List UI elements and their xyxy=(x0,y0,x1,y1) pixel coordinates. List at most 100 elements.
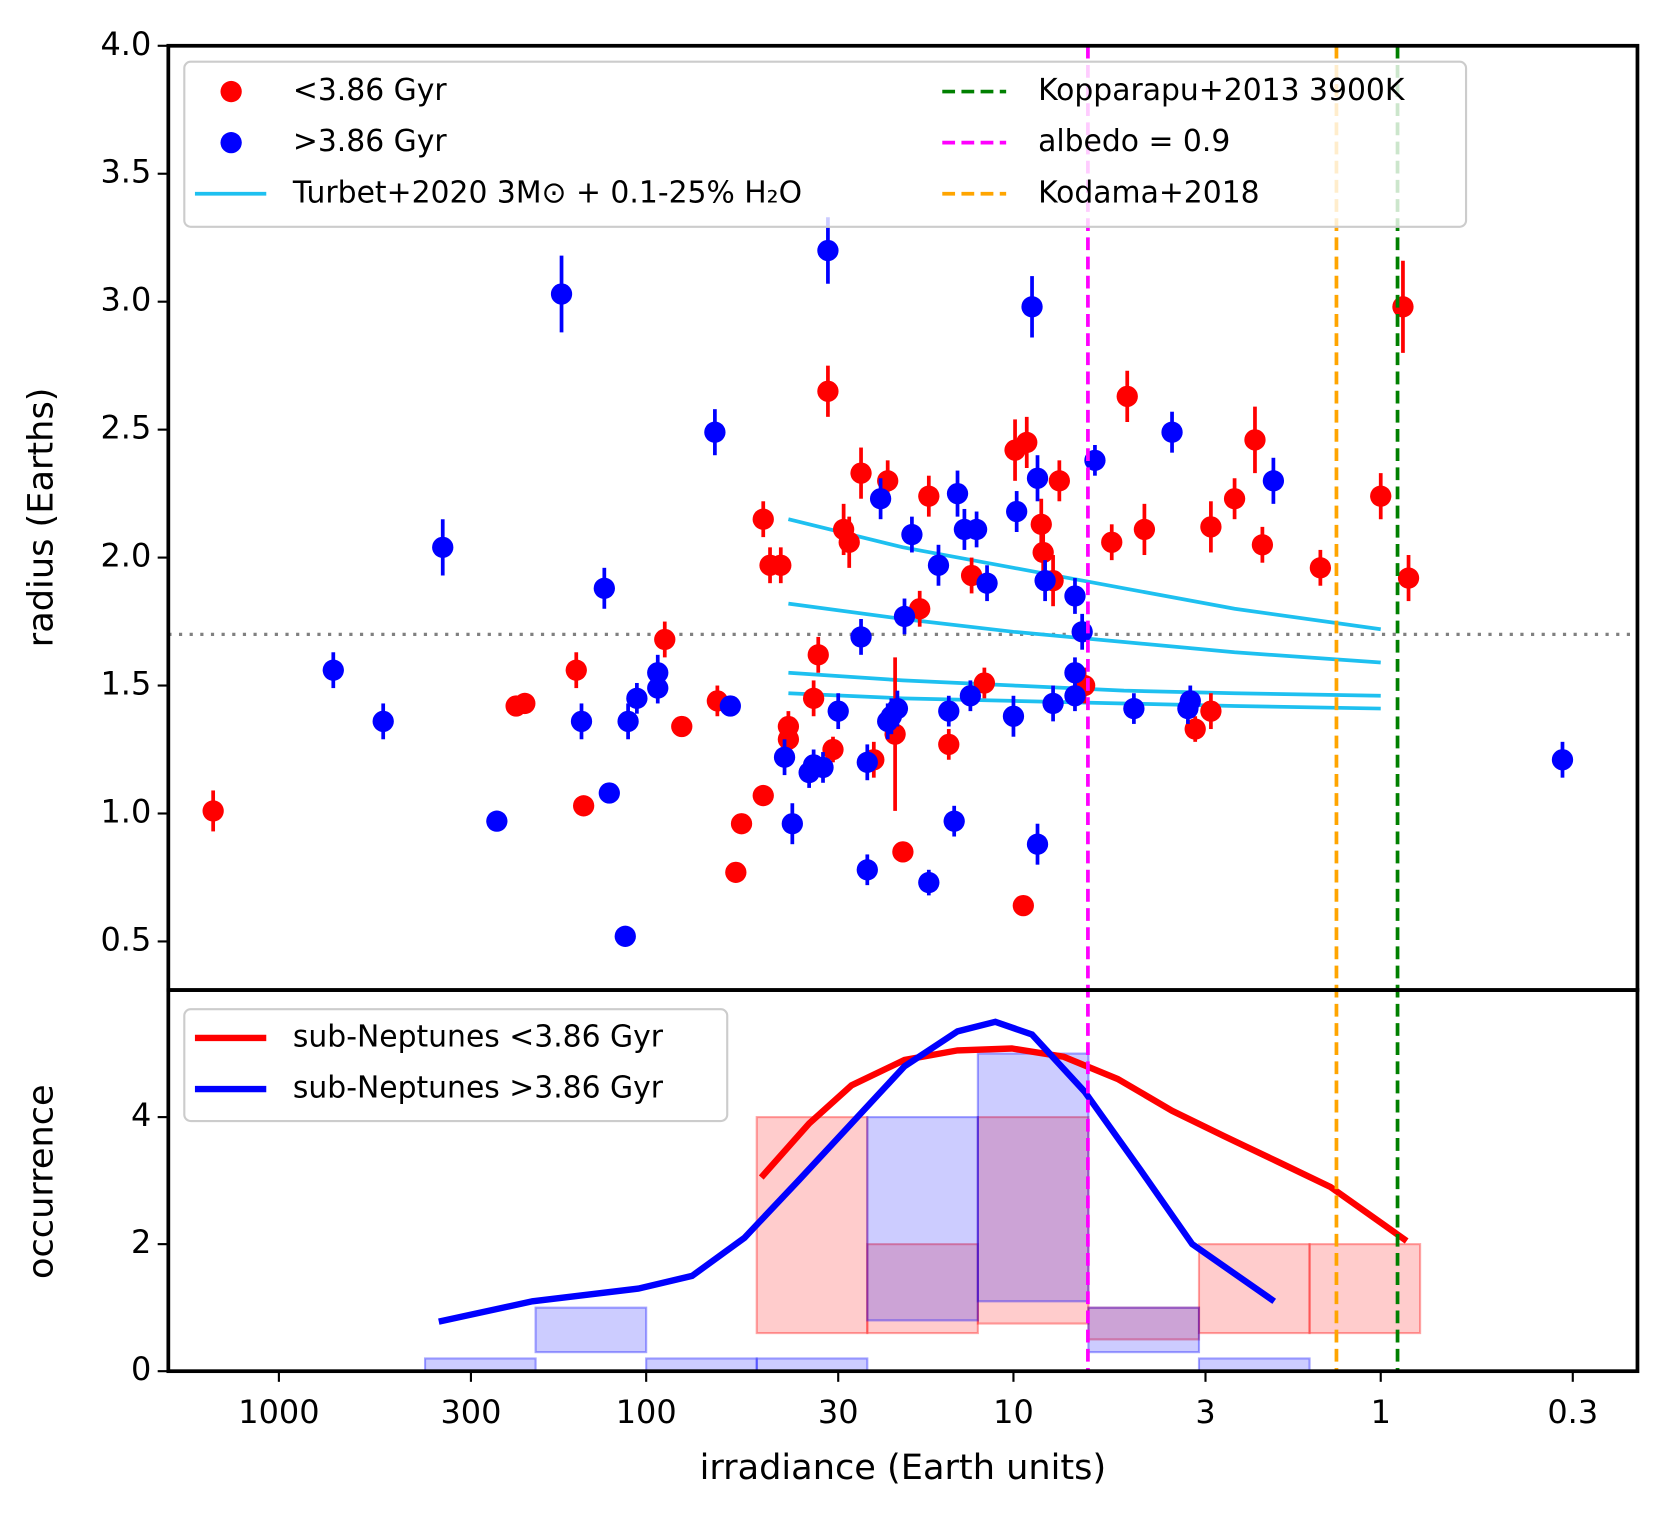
legend-box xyxy=(183,60,1468,228)
data-point xyxy=(570,710,593,733)
y-tick-label: 1.5 xyxy=(101,665,152,703)
data-point xyxy=(946,482,969,505)
data-point xyxy=(322,659,344,681)
y-tick-label: 2 xyxy=(131,1223,151,1261)
data-point xyxy=(927,554,950,576)
density-curve xyxy=(758,1045,1409,1244)
data-point xyxy=(1026,833,1049,855)
data-point xyxy=(1032,541,1054,564)
data-point xyxy=(1016,431,1038,454)
data-point xyxy=(1101,531,1123,553)
data-point xyxy=(752,508,774,530)
data-point xyxy=(1026,467,1049,489)
legend-label: >3.86 Gyr xyxy=(293,124,448,159)
data-point xyxy=(202,800,224,822)
data-point xyxy=(1133,518,1156,541)
data-point xyxy=(1048,470,1070,492)
legend-marker xyxy=(220,132,242,154)
data-point xyxy=(1223,488,1246,510)
histogram-band xyxy=(423,1357,537,1373)
data-point xyxy=(1179,690,1201,712)
data-point xyxy=(1116,385,1138,408)
data-point xyxy=(1184,718,1206,740)
data-point xyxy=(1064,685,1086,707)
data-point xyxy=(1161,421,1183,443)
y-axis-label: occurrence xyxy=(21,1084,62,1279)
data-point xyxy=(1200,700,1222,722)
model-curve xyxy=(787,517,1381,632)
y-tick-label: 1.0 xyxy=(101,792,152,830)
data-point xyxy=(372,710,394,733)
data-point xyxy=(781,813,803,835)
histogram-band xyxy=(976,1052,1090,1303)
data-point xyxy=(614,925,636,947)
data-point xyxy=(850,462,872,484)
data-point xyxy=(1397,567,1420,589)
data-point xyxy=(514,692,536,715)
data-point xyxy=(802,687,825,709)
y-tick-label: 3.0 xyxy=(101,281,152,319)
model-curve xyxy=(788,601,1381,665)
legend-label: <3.86 Gyr xyxy=(293,73,448,108)
data-point xyxy=(918,871,940,894)
legend-label: sub-Neptunes <3.86 Gyr xyxy=(293,1019,664,1054)
data-point xyxy=(1042,692,1064,715)
y-axis-label: radius (Earths) xyxy=(21,388,62,648)
data-point xyxy=(807,644,829,666)
legend-box xyxy=(183,1008,729,1123)
data-point xyxy=(817,239,839,262)
data-point xyxy=(770,554,792,576)
data-point xyxy=(886,697,909,720)
y-tick-label: 3.5 xyxy=(101,153,152,191)
x-tick-label: 100 xyxy=(616,1393,677,1431)
data-point xyxy=(1002,705,1025,727)
data-point xyxy=(827,700,849,722)
y-tick-label: 0.5 xyxy=(101,920,152,958)
data-point xyxy=(850,626,872,648)
legend-label: Kodama+2018 xyxy=(1038,175,1260,210)
histogram-band xyxy=(1087,1306,1201,1341)
density-curve xyxy=(438,1018,1277,1325)
data-point xyxy=(1244,429,1266,451)
data-point xyxy=(1021,296,1043,318)
x-axis-label: irradiance (Earth units) xyxy=(700,1447,1107,1488)
histogram-band xyxy=(866,1116,979,1322)
data-point xyxy=(1064,585,1086,607)
y-tick-label: 0 xyxy=(131,1350,151,1388)
data-point xyxy=(777,728,800,750)
data-point xyxy=(654,628,676,651)
data-point xyxy=(1006,500,1028,523)
data-point xyxy=(822,738,844,761)
data-point xyxy=(626,687,648,709)
data-point xyxy=(973,672,996,694)
y-tick-label: 4 xyxy=(131,1096,151,1134)
data-point xyxy=(486,810,508,832)
data-point xyxy=(892,841,914,863)
data-point xyxy=(959,685,982,707)
data-point xyxy=(856,859,878,881)
data-point xyxy=(550,283,573,305)
data-point xyxy=(812,756,834,779)
data-point xyxy=(1262,470,1285,492)
data-point xyxy=(1034,569,1056,592)
data-point xyxy=(856,751,878,773)
data-point xyxy=(1200,516,1222,538)
data-point xyxy=(938,700,960,722)
y-tick-label: 2.5 xyxy=(101,409,152,447)
histogram-band xyxy=(1087,1306,1201,1354)
data-point xyxy=(704,421,726,443)
x-tick-label: 300 xyxy=(440,1393,501,1431)
legend-marker xyxy=(220,80,242,103)
x-tick-label: 1 xyxy=(1371,1393,1391,1431)
histogram-band xyxy=(755,1116,869,1335)
data-point xyxy=(647,677,669,699)
data-point xyxy=(1392,296,1414,318)
histogram-band xyxy=(866,1243,979,1335)
data-point xyxy=(893,605,916,628)
data-point xyxy=(1012,894,1034,917)
data-point xyxy=(730,813,753,835)
legend-label: Turbet+2020 3M⊙ + 0.1-25% H₂O xyxy=(292,175,802,210)
data-point xyxy=(1123,697,1145,720)
legend-label: sub-Neptunes >3.86 Gyr xyxy=(293,1071,664,1106)
